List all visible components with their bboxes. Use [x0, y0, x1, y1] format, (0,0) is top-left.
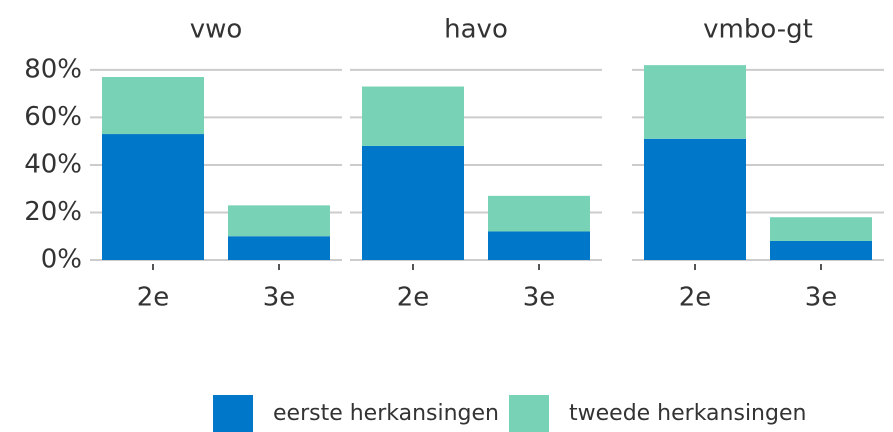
legend-swatch: [213, 395, 253, 432]
bar: [770, 217, 872, 241]
legend-label: tweede herkansingen: [569, 401, 806, 426]
x-tick-label: 2e: [679, 283, 712, 313]
panel-title: havo: [444, 15, 508, 45]
x-tick-label: 2e: [397, 283, 430, 313]
panel-title: vwo: [190, 15, 243, 45]
legend-swatch: [509, 395, 549, 432]
bar: [770, 240, 872, 260]
x-tick-label: 3e: [805, 283, 838, 313]
panel-title: vmbo-gt: [703, 15, 813, 45]
bar: [228, 236, 330, 260]
bar: [644, 138, 746, 260]
y-tick-label: 40%: [24, 149, 82, 179]
bar: [362, 145, 464, 260]
bar: [362, 86, 464, 146]
legend-label: eerste herkansingen: [273, 401, 499, 426]
bar: [102, 77, 204, 135]
bar: [644, 65, 746, 139]
y-tick-label: 20%: [24, 197, 82, 227]
x-tick-label: 3e: [263, 283, 296, 313]
bar: [102, 134, 204, 260]
x-tick-label: 3e: [523, 283, 556, 313]
x-tick-label: 2e: [137, 283, 170, 313]
y-tick-label: 0%: [41, 245, 82, 275]
bar: [228, 205, 330, 237]
y-tick-label: 80%: [24, 54, 82, 84]
bar: [488, 195, 590, 232]
bar: [488, 231, 590, 260]
y-tick-label: 60%: [24, 102, 82, 132]
